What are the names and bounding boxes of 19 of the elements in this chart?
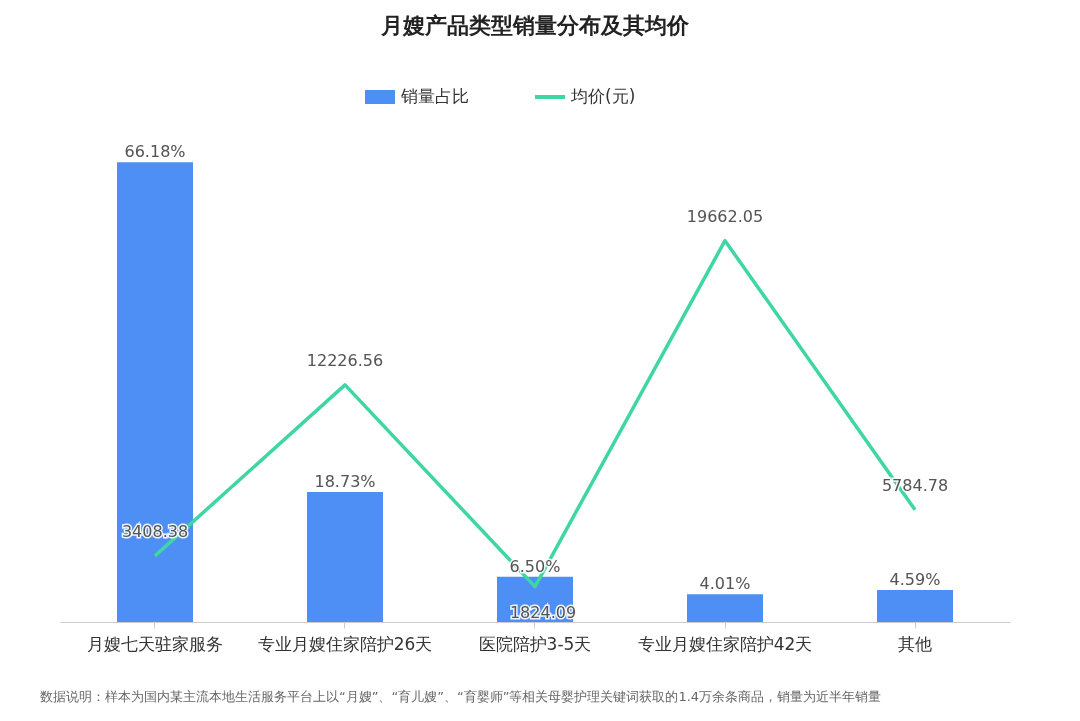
legend-label: 销量占比 [400,86,469,106]
bar [307,491,383,622]
chart-title: 月嫂产品类型销量分布及其均价 [380,13,690,38]
x-tick-label: 专业月嫂住家陪护42天 [637,633,813,654]
bar [117,162,193,622]
legend-label: 均价(元) [570,86,636,106]
x-tick-label: 专业月嫂住家陪护26天 [257,633,433,654]
bar [877,590,953,622]
data-label: 19662.05 [686,206,764,226]
data-label: 66.18% [124,142,186,162]
data-label: 4.59% [889,570,941,590]
x-tick-label: 医院陪护3-5天 [478,633,592,654]
x-tick-label: 月嫂七天驻家服务 [87,633,223,654]
data-label: 18.73% [314,471,376,491]
data-label: 4.01% [699,574,751,594]
x-tick-label: 其他 [898,633,932,654]
text: 数据说明：样本为国内某主流本地生活服务平台上以“月嫂”、“育儿嫂”、“育婴师”等相关母婴护理关键词获取的1.4万余条商品，销量为近半年销量 [40,689,882,704]
bar [687,594,763,622]
data-label: 12226.56 [306,350,384,370]
